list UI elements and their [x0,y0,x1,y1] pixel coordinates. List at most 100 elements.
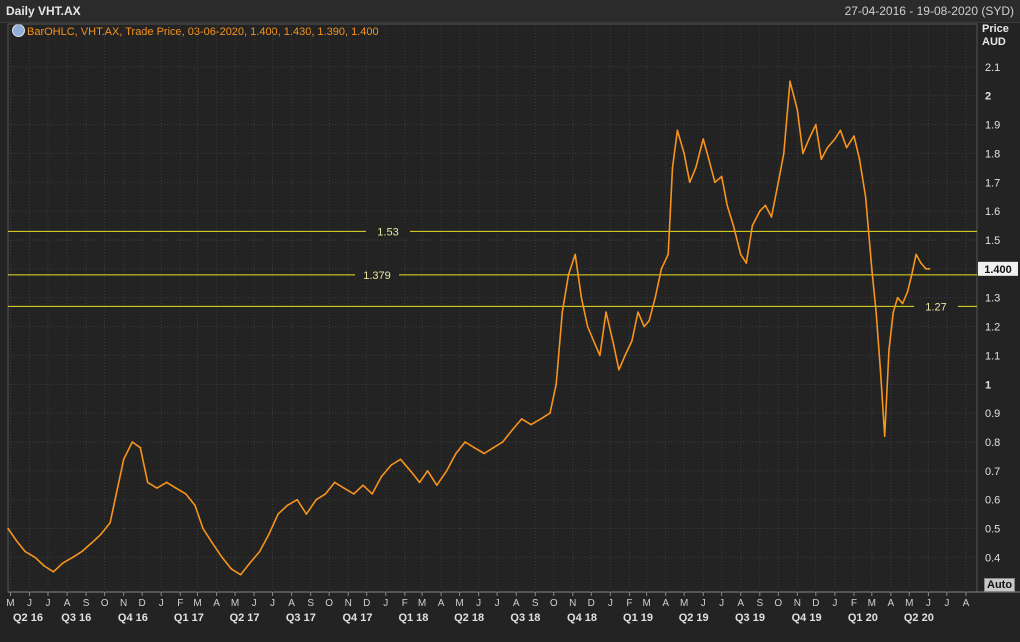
month-tick-label: A [662,598,669,609]
y-tick-label: 1.1 [985,350,1000,362]
price-point [883,435,886,437]
price-point [146,481,149,484]
price-point [445,470,448,472]
y-tick-label: 2.1 [985,62,1000,74]
price-point [732,224,735,227]
price-point [892,311,895,313]
price-point [834,138,836,140]
price-point [380,475,383,478]
price-point [286,504,289,507]
price-point [605,311,607,313]
quarter-tick-label: Q3 18 [510,612,540,624]
y-tick-label: 1.3 [985,293,1000,305]
month-tick-label: S [532,598,539,609]
price-point [185,493,187,495]
price-point [202,527,204,530]
price-point [915,253,917,256]
price-point [751,224,754,227]
price-point [520,418,523,420]
month-tick-label: S [83,598,90,609]
level-label: 1.27 [925,301,946,313]
price-point [258,550,261,553]
quarter-tick-label: Q4 19 [792,612,822,624]
month-tick-label: J [495,598,500,609]
price-point [720,175,723,178]
price-point [853,135,855,137]
price-point [139,446,142,449]
month-tick-label: J [27,598,32,609]
price-point [81,550,83,553]
month-tick-label: M [905,598,913,609]
price-point [875,311,877,313]
price-point [770,216,773,218]
level-label-bg [355,267,399,281]
month-tick-label: D [363,598,370,609]
price-point [796,109,799,111]
price-point [248,562,251,564]
y-tick-label: 1.6 [985,206,1000,218]
price-point [555,383,557,386]
price-point [567,273,570,276]
month-tick-label: S [756,598,763,609]
price-point [362,484,364,487]
price-point [839,129,842,132]
y-tick-label: 1.7 [985,177,1000,189]
price-point [268,533,270,536]
price-point [418,481,421,484]
price-point [305,513,308,515]
price-point [631,340,633,342]
quarter-tick-label: Q3 17 [286,612,316,624]
month-tick-label: F [402,598,408,609]
month-tick-label: N [345,598,352,609]
month-tick-label: J [270,598,275,609]
price-point [624,354,626,357]
quarter-tick-label: Q4 16 [118,612,148,624]
month-tick-label: J [608,598,613,609]
price-point [695,167,697,169]
last-price-value: 1.400 [984,264,1012,276]
price-point [165,481,168,484]
price-axis-header: Price AUD [982,23,1009,49]
price-point [90,542,93,544]
price-point [561,311,564,313]
quarter-tick-label: Q2 20 [904,612,934,624]
price-point [43,565,46,567]
month-tick-label: M [231,598,239,609]
title-bar: Daily VHT.AX 27-04-2016 - 19-08-2020 (SY… [0,0,1020,23]
price-point [820,158,823,160]
price-point [667,253,669,256]
auto-scale-button[interactable]: Auto [984,578,1016,592]
month-tick-label: A [737,598,744,609]
price-point [71,556,74,559]
price-point [643,325,645,328]
month-tick-label: D [588,598,595,609]
month-tick-label: F [177,598,183,609]
series-legend[interactable]: BarOHLC, VHT.AX, Trade Price, 03-06-2020… [12,24,379,38]
level-label-bg [914,299,958,313]
price-point [611,340,614,342]
month-tick-label: A [513,598,520,609]
month-tick-label: D [139,598,146,609]
price-point [115,493,118,495]
price-point [879,369,882,371]
price-point [409,470,412,472]
y-tick-label: 0.8 [985,437,1000,449]
level-label: 1.379 [363,270,391,282]
price-point [906,291,909,293]
price-point [764,204,767,207]
quarter-tick-label: Q1 18 [398,612,428,624]
price-point [618,369,620,371]
price-point [483,452,485,455]
price-point [707,158,710,160]
price-point [52,571,55,573]
price-point [683,152,685,155]
price-point [789,80,791,83]
month-tick-label: O [325,598,333,609]
quarter-tick-label: Q4 17 [342,612,372,624]
price-point [896,296,899,299]
month-tick-label: M [868,598,876,609]
chart-title: Daily VHT.AX [6,4,81,18]
price-point [910,273,913,276]
quarter-tick-label: Q1 20 [848,612,878,624]
